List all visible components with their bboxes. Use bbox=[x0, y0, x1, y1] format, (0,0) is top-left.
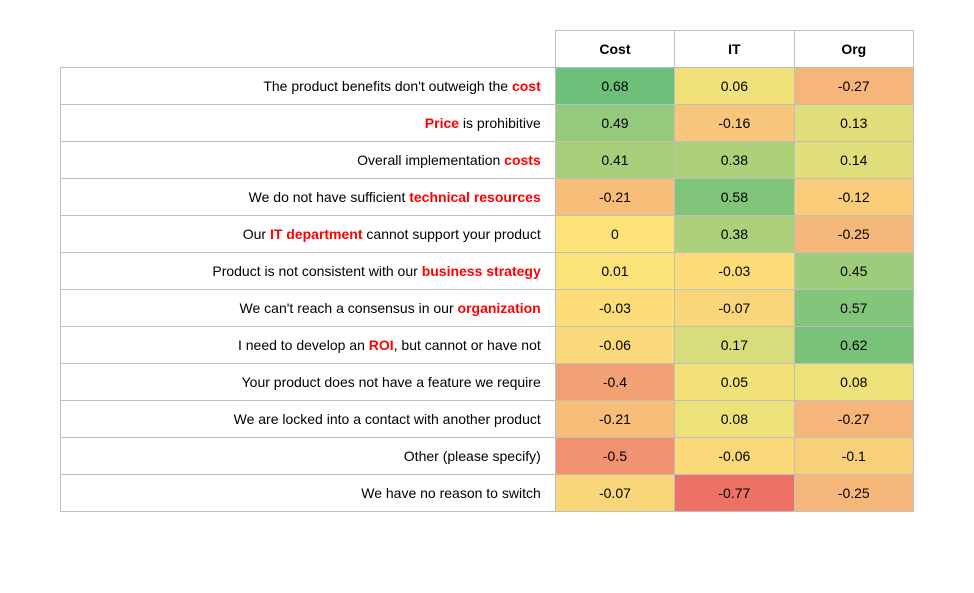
row-label-text: Your product does not have a feature we … bbox=[242, 374, 541, 390]
row-label-highlight: ROI bbox=[369, 337, 394, 353]
row-label-highlight: IT department bbox=[270, 226, 363, 242]
table-row: The product benefits don't outweigh the … bbox=[61, 68, 914, 105]
table-row: I need to develop an ROI, but cannot or … bbox=[61, 327, 914, 364]
heatmap-cell: 0.14 bbox=[794, 142, 913, 179]
table-row: We can't reach a consensus in our organi… bbox=[61, 290, 914, 327]
row-label-text: We do not have sufficient bbox=[249, 189, 410, 205]
row-label: We can't reach a consensus in our organi… bbox=[61, 290, 556, 327]
heatmap-cell: 0.57 bbox=[794, 290, 913, 327]
heatmap-cell: -0.27 bbox=[794, 68, 913, 105]
heatmap-cell: -0.16 bbox=[675, 105, 794, 142]
heatmap-body: The product benefits don't outweigh the … bbox=[61, 68, 914, 512]
row-label: We do not have sufficient technical reso… bbox=[61, 179, 556, 216]
column-header: Cost bbox=[555, 31, 674, 68]
heatmap-cell: -0.06 bbox=[555, 327, 674, 364]
row-label: The product benefits don't outweigh the … bbox=[61, 68, 556, 105]
table-row: We do not have sufficient technical reso… bbox=[61, 179, 914, 216]
heatmap-header: CostITOrg bbox=[61, 31, 914, 68]
heatmap-cell: 0.58 bbox=[675, 179, 794, 216]
heatmap-cell: 0.68 bbox=[555, 68, 674, 105]
heatmap-cell: -0.06 bbox=[675, 438, 794, 475]
row-label-highlight: costs bbox=[504, 152, 541, 168]
heatmap-cell: 0.62 bbox=[794, 327, 913, 364]
row-label-highlight: Price bbox=[425, 115, 459, 131]
row-label-text: Other (please specify) bbox=[404, 448, 541, 464]
table-row: Overall implementation costs0.410.380.14 bbox=[61, 142, 914, 179]
column-header: Org bbox=[794, 31, 913, 68]
heatmap-cell: 0 bbox=[555, 216, 674, 253]
row-label-text: We can't reach a consensus in our bbox=[240, 300, 458, 316]
row-label-text: cannot support your product bbox=[363, 226, 541, 242]
row-label-text: , but cannot or have not bbox=[394, 337, 541, 353]
heatmap-cell: -0.12 bbox=[794, 179, 913, 216]
row-label-text: The product benefits don't outweigh the bbox=[263, 78, 512, 94]
row-label: We are locked into a contact with anothe… bbox=[61, 401, 556, 438]
table-row: We have no reason to switch -0.07-0.77-0.… bbox=[61, 475, 914, 512]
heatmap-cell: 0.13 bbox=[794, 105, 913, 142]
row-label: Product is not consistent with our busin… bbox=[61, 253, 556, 290]
row-label: Overall implementation costs bbox=[61, 142, 556, 179]
heatmap-cell: -0.07 bbox=[555, 475, 674, 512]
heatmap-cell: -0.03 bbox=[675, 253, 794, 290]
table-row: Other (please specify) -0.5-0.06-0.1 bbox=[61, 438, 914, 475]
heatmap-cell: 0.01 bbox=[555, 253, 674, 290]
heatmap-cell: 0.05 bbox=[675, 364, 794, 401]
heatmap-cell: -0.5 bbox=[555, 438, 674, 475]
heatmap-cell: -0.4 bbox=[555, 364, 674, 401]
column-header: IT bbox=[675, 31, 794, 68]
heatmap-cell: 0.49 bbox=[555, 105, 674, 142]
row-label-text: is prohibitive bbox=[459, 115, 541, 131]
heatmap-cell: -0.25 bbox=[794, 475, 913, 512]
row-label: Our IT department cannot support your pr… bbox=[61, 216, 556, 253]
heatmap-cell: 0.08 bbox=[675, 401, 794, 438]
row-label-highlight: technical resources bbox=[409, 189, 541, 205]
row-label-highlight: business strategy bbox=[422, 263, 541, 279]
heatmap-cell: 0.45 bbox=[794, 253, 913, 290]
heatmap-cell: -0.03 bbox=[555, 290, 674, 327]
row-label-text: We are locked into a contact with anothe… bbox=[234, 411, 541, 427]
table-row: Your product does not have a feature we … bbox=[61, 364, 914, 401]
row-label-text: We have no reason to switch bbox=[361, 485, 541, 501]
table-row: Our IT department cannot support your pr… bbox=[61, 216, 914, 253]
row-label-text: Our bbox=[243, 226, 270, 242]
heatmap-cell: 0.08 bbox=[794, 364, 913, 401]
row-label-text: Overall implementation bbox=[357, 152, 504, 168]
table-row: We are locked into a contact with anothe… bbox=[61, 401, 914, 438]
row-label: Other (please specify) bbox=[61, 438, 556, 475]
table-row: Price is prohibitive0.49-0.160.13 bbox=[61, 105, 914, 142]
row-label-highlight: cost bbox=[512, 78, 541, 94]
heatmap-cell: -0.07 bbox=[675, 290, 794, 327]
row-label: We have no reason to switch bbox=[61, 475, 556, 512]
heatmap-cell: 0.41 bbox=[555, 142, 674, 179]
heatmap-cell: 0.17 bbox=[675, 327, 794, 364]
heatmap-cell: 0.38 bbox=[675, 216, 794, 253]
heatmap-cell: -0.25 bbox=[794, 216, 913, 253]
row-label-text: Product is not consistent with our bbox=[212, 263, 421, 279]
row-label: I need to develop an ROI, but cannot or … bbox=[61, 327, 556, 364]
row-label: Price is prohibitive bbox=[61, 105, 556, 142]
heatmap-table: CostITOrg The product benefits don't out… bbox=[60, 30, 914, 512]
table-row: Product is not consistent with our busin… bbox=[61, 253, 914, 290]
row-label-highlight: organization bbox=[458, 300, 541, 316]
heatmap-container: CostITOrg The product benefits don't out… bbox=[0, 0, 974, 542]
heatmap-cell: -0.1 bbox=[794, 438, 913, 475]
heatmap-cell: 0.38 bbox=[675, 142, 794, 179]
heatmap-cell: -0.27 bbox=[794, 401, 913, 438]
row-label-text: I need to develop an bbox=[238, 337, 369, 353]
header-corner bbox=[61, 31, 556, 68]
heatmap-cell: -0.21 bbox=[555, 401, 674, 438]
heatmap-cell: -0.21 bbox=[555, 179, 674, 216]
row-label: Your product does not have a feature we … bbox=[61, 364, 556, 401]
heatmap-cell: 0.06 bbox=[675, 68, 794, 105]
heatmap-cell: -0.77 bbox=[675, 475, 794, 512]
